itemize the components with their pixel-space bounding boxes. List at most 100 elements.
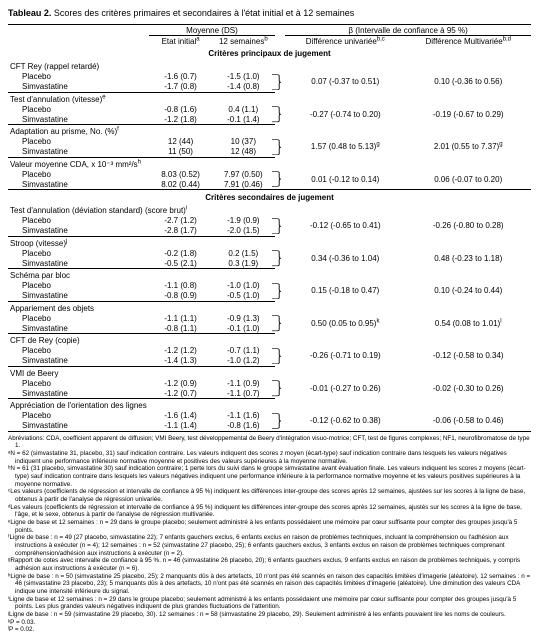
placebo-wk12: 0.2 (1.5): [212, 248, 275, 258]
sim-baseline: -0.8 (1.1): [149, 323, 212, 334]
placebo-wk12: -0.7 (1.1): [212, 346, 275, 356]
placebo-wk12: 0.4 (1.1): [212, 104, 275, 114]
footnote: ᵉLigne de base et 12 semaines : n = 29 d…: [15, 519, 531, 534]
table-title: Tableau 2. Scores des critères primaires…: [8, 8, 531, 18]
placebo-baseline: 12 (44): [149, 137, 212, 147]
sim-baseline: 11 (50): [149, 147, 212, 158]
multi-effect: -0.26 (-0.80 to 0.28): [405, 216, 531, 237]
multi-effect: 0.48 (-0.23 to 1.18): [405, 248, 531, 269]
placebo-baseline: -1.6 (0.7): [149, 72, 212, 82]
multi-effect: -0.06 (-0.58 to 0.46): [405, 411, 531, 431]
criterion-label: CFT de Rey (copie): [8, 334, 531, 346]
sim-wk12: -1.4 (0.8): [212, 82, 275, 93]
criterion-label: Appréciation de l'orientation des lignes: [8, 399, 531, 411]
multi-effect: -0.12 (-0.58 to 0.34): [405, 346, 531, 367]
sim-baseline: 8.02 (0.44): [149, 179, 212, 190]
footnote: ˡP = 0.02.: [15, 626, 531, 634]
footnote: ᵃN = 62 (simvastatine 31, placebo, 31) s…: [15, 450, 531, 465]
uni-effect: -0.12 (-0.62 to 0.38): [285, 411, 405, 431]
arm-placebo: Placebo: [8, 378, 149, 388]
sim-wk12: -0.5 (1.0): [212, 291, 275, 302]
placebo-wk12: 10 (37): [212, 137, 275, 147]
arm-placebo: Placebo: [8, 313, 149, 323]
sim-baseline: -1.2 (0.7): [149, 388, 212, 399]
results-table: Moyenne (DS) β (Intervalle de confiance …: [8, 25, 531, 431]
arm-placebo: Placebo: [8, 346, 149, 356]
arm-sim: Simvastatine: [8, 147, 149, 158]
section-primary: Critères principaux de jugement: [8, 46, 531, 60]
bracket: [275, 216, 285, 237]
bracket: [275, 72, 285, 93]
arm-sim: Simvastatine: [8, 291, 149, 302]
sim-baseline: -0.5 (2.1): [149, 258, 212, 269]
footnote: ᵍRapport de cotes avec intervalle de con…: [15, 557, 531, 572]
placebo-wk12: -1.1 (0.9): [212, 378, 275, 388]
footnote: ᵇN = 61 (31 placebo, simvastatine 30) sa…: [15, 465, 531, 488]
placebo-wk12: -0.9 (1.3): [212, 313, 275, 323]
criterion-label: Stroop (vitesse)j: [8, 236, 531, 248]
uni-effect: -0.01 (-0.27 to 0.26): [285, 378, 405, 399]
arm-sim: Simvastatine: [8, 258, 149, 269]
multi-effect: 0.06 (-0.07 to 0.20): [405, 169, 531, 190]
sim-baseline: -0.8 (0.9): [149, 291, 212, 302]
footnote: ʲLigne de base : n = 59 (simvastatine 29…: [15, 611, 531, 619]
arm-placebo: Placebo: [8, 169, 149, 179]
uni-effect: -0.27 (-0.74 to 0.20): [285, 104, 405, 125]
multi-effect: 0.54 (0.08 to 1.01)l: [405, 313, 531, 334]
arm-sim: Simvastatine: [8, 226, 149, 237]
bracket: [275, 104, 285, 125]
criterion-label: VMI de Beery: [8, 366, 531, 378]
sim-wk12: -1.0 (1.2): [212, 356, 275, 367]
placebo-wk12: -1.1 (1.6): [212, 411, 275, 421]
arm-placebo: Placebo: [8, 137, 149, 147]
arm-sim: Simvastatine: [8, 114, 149, 125]
sim-wk12: 0.3 (1.9): [212, 258, 275, 269]
arm-placebo: Placebo: [8, 104, 149, 114]
arm-sim: Simvastatine: [8, 179, 149, 190]
bottom-rule: [8, 431, 531, 432]
footnotes: Abréviations: CDA, coefficient apparent …: [8, 435, 531, 634]
uni-effect: -0.26 (-0.71 to 0.19): [285, 346, 405, 367]
placebo-baseline: -2.7 (1.2): [149, 216, 212, 226]
placebo-baseline: -1.1 (1.1): [149, 313, 212, 323]
criterion-label: Test d'annulation (vitesse)e: [8, 92, 531, 104]
bracket: [275, 248, 285, 269]
section-secondary: Critères secondaires de jugement: [8, 190, 531, 205]
placebo-baseline: 8.03 (0.52): [149, 169, 212, 179]
bracket: [275, 378, 285, 399]
sim-wk12: -2.0 (1.5): [212, 226, 275, 237]
hdr-uni: Différence univariéeb,c: [285, 36, 405, 47]
footnote: ᵈLes valeurs (coefficients de régression…: [15, 504, 531, 519]
bracket: [275, 169, 285, 190]
arm-placebo: Placebo: [8, 248, 149, 258]
criterion-label: Schéma par bloc: [8, 269, 531, 281]
sim-baseline: -2.8 (1.7): [149, 226, 212, 237]
uni-effect: 0.15 (-0.18 to 0.47): [285, 281, 405, 302]
footnote: ᶜLes valeurs (coefficients de régression…: [15, 488, 531, 503]
multi-effect: 0.10 (-0.36 to 0.56): [405, 72, 531, 93]
placebo-baseline: -1.1 (0.8): [149, 281, 212, 291]
hdr-beta-ci: β (Intervalle de confiance à 95 %): [285, 25, 531, 36]
bracket: [275, 346, 285, 367]
placebo-baseline: -0.8 (1.6): [149, 104, 212, 114]
arm-sim: Simvastatine: [8, 82, 149, 93]
criterion-label: Appariement des objets: [8, 301, 531, 313]
uni-effect: -0.12 (-0.65 to 0.41): [285, 216, 405, 237]
uni-effect: 0.50 (0.05 to 0.95)k: [285, 313, 405, 334]
arm-placebo: Placebo: [8, 72, 149, 82]
sim-baseline: -1.2 (1.8): [149, 114, 212, 125]
sim-wk12: -1.1 (0.7): [212, 388, 275, 399]
arm-sim: Simvastatine: [8, 323, 149, 334]
bracket: [275, 313, 285, 334]
multi-effect: -0.02 (-0.30 to 0.26): [405, 378, 531, 399]
sim-wk12: -0.1 (1.0): [212, 323, 275, 334]
criterion-label: Test d'annulation (déviation standard) (…: [8, 204, 531, 216]
hdr-mean-sd: Moyenne (DS): [149, 25, 275, 36]
placebo-baseline: -1.2 (0.9): [149, 378, 212, 388]
uni-effect: 1.57 (0.48 to 5.13)g: [285, 137, 405, 158]
multi-effect: -0.19 (-0.67 to 0.29): [405, 104, 531, 125]
uni-effect: 0.34 (-0.36 to 1.04): [285, 248, 405, 269]
multi-effect: 2.01 (0.55 to 7.37)g: [405, 137, 531, 158]
arm-sim: Simvastatine: [8, 356, 149, 367]
placebo-wk12: -1.5 (1.0): [212, 72, 275, 82]
